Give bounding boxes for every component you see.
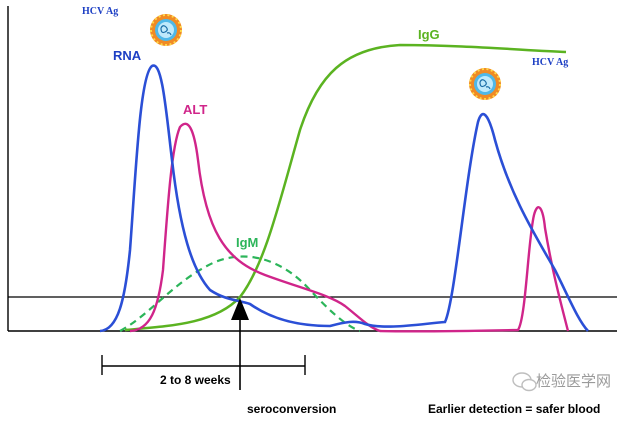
igg-label: IgG [418,27,440,42]
hcv-virion-icon [469,68,501,100]
seroconversion-label: seroconversion [247,402,336,416]
wechat-icon [512,372,537,392]
hcv-virion-icon [150,14,182,46]
igm-label: IgM [236,235,258,250]
seroconversion-arrow-head [231,298,249,320]
alt-label: ALT [183,102,207,117]
rna-curve [99,64,589,333]
hcv-ag-label-top: HCV Ag [82,6,118,17]
igm-curve [119,255,361,333]
hcv-ag-label-right: HCV Ag [532,57,568,68]
window-label: 2 to 8 weeks [160,373,231,387]
igg-curve [124,43,567,332]
watermark-text: 检验医学网 [536,373,611,390]
rna-label: RNA [113,48,142,63]
caption: Earlier detection = safer blood [428,402,600,416]
alt-curve [129,122,570,333]
